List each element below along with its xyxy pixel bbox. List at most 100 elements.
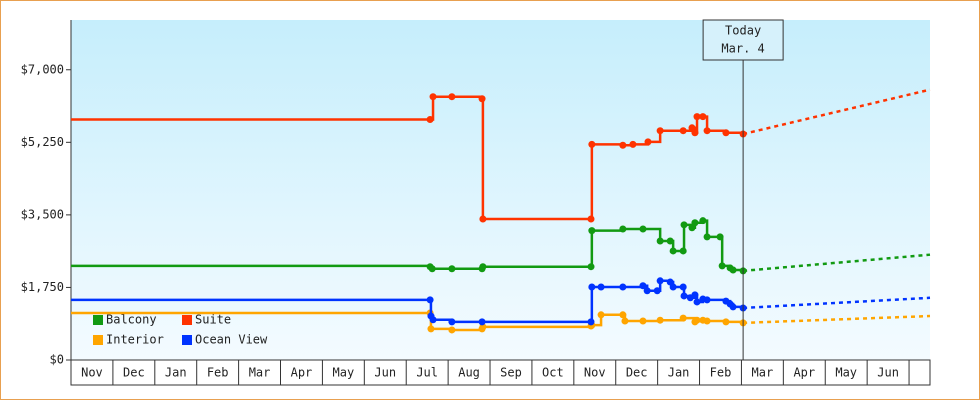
y-tick-label: $1,750 (21, 280, 64, 294)
price-point (427, 325, 435, 333)
x-tick-label: Jun (374, 366, 396, 380)
price-point (426, 296, 434, 304)
legend-swatch (93, 315, 103, 325)
x-tick-label: Dec (123, 366, 145, 380)
x-tick-label: Mar (249, 366, 271, 380)
price-point (588, 227, 596, 235)
legend-label: Balcony (106, 313, 157, 327)
price-point (680, 292, 688, 300)
price-point (691, 129, 699, 137)
price-point (639, 225, 647, 233)
price-point (691, 219, 699, 227)
x-tick-label: Jan (165, 366, 187, 380)
price-point (669, 283, 677, 291)
price-point (588, 283, 596, 291)
price-point (653, 287, 661, 295)
y-tick-label: $7,000 (21, 62, 64, 76)
price-point (656, 277, 664, 285)
price-point (644, 138, 652, 146)
x-tick-label: Oct (542, 366, 564, 380)
price-point (679, 314, 687, 322)
legend-swatch (182, 315, 192, 325)
price-point (693, 316, 701, 324)
x-tick-label: Mar (752, 366, 774, 380)
x-tick-label: Apr (291, 366, 313, 380)
x-tick-label: May (333, 366, 355, 380)
price-point (679, 127, 687, 135)
price-point (691, 291, 699, 299)
price-point (479, 263, 487, 271)
price-point (619, 311, 627, 319)
forecast-line (743, 296, 931, 310)
x-tick-label: Jun (877, 366, 899, 380)
price-point (426, 116, 434, 124)
price-point (639, 282, 647, 290)
price-point (619, 283, 627, 291)
price-point (716, 233, 724, 241)
price-point (639, 317, 647, 325)
price-point (478, 318, 486, 326)
today-label: Mar. 4 (721, 42, 764, 56)
price-point (718, 262, 726, 270)
plot-area (71, 20, 930, 360)
price-point (479, 215, 487, 223)
price-point (587, 318, 595, 326)
price-point (448, 265, 456, 273)
price-point (429, 316, 437, 324)
price-point (729, 303, 737, 311)
price-point (722, 129, 730, 137)
price-point (621, 317, 629, 325)
x-tick-label: Aug (458, 366, 480, 380)
price-point (656, 127, 664, 135)
today-box (702, 19, 784, 61)
x-tick-label: May (835, 366, 857, 380)
today-label: Today (725, 24, 761, 38)
price-point (656, 316, 664, 324)
price-point (669, 247, 677, 255)
x-tick-label: Dec (626, 366, 648, 380)
legend-label: Interior (106, 333, 164, 347)
price-point (629, 140, 637, 148)
price-point (643, 287, 651, 295)
price-point (587, 215, 595, 223)
x-tick-label: Jan (668, 366, 690, 380)
price-point (703, 233, 711, 241)
price-point (693, 298, 701, 306)
price-point (597, 311, 605, 319)
legend-label: Suite (195, 313, 231, 327)
forecast-line (743, 314, 931, 325)
price-point (703, 296, 711, 304)
price-point (703, 317, 711, 325)
price-point (619, 225, 627, 233)
price-point (429, 93, 437, 101)
price-point (680, 221, 688, 229)
x-tick-label: Jul (416, 366, 438, 380)
price-point (729, 266, 737, 274)
y-tick-label: $0 (50, 353, 64, 367)
price-point (679, 247, 687, 255)
price-point (588, 140, 596, 148)
legend-swatch (93, 335, 103, 345)
legend-label: Ocean View (195, 333, 268, 347)
x-tick-label: Feb (710, 366, 732, 380)
price-point (656, 237, 664, 245)
price-point (587, 263, 595, 271)
price-point (703, 127, 711, 135)
y-tick-label: $3,500 (21, 207, 64, 221)
price-point (666, 237, 674, 245)
y-tick-label: $5,250 (21, 135, 64, 149)
price-point (597, 283, 605, 291)
x-tick-label: Sep (500, 366, 522, 380)
forecast-line (742, 88, 931, 136)
x-axis-band (70, 359, 931, 386)
price-point (448, 326, 456, 334)
price-point (679, 283, 687, 291)
x-tick-label: Nov (81, 366, 103, 380)
legend-swatch (182, 335, 192, 345)
price-point (699, 113, 707, 121)
price-point (428, 265, 436, 273)
price-point (448, 93, 456, 101)
price-point (448, 318, 456, 326)
x-tick-label: Nov (584, 366, 606, 380)
